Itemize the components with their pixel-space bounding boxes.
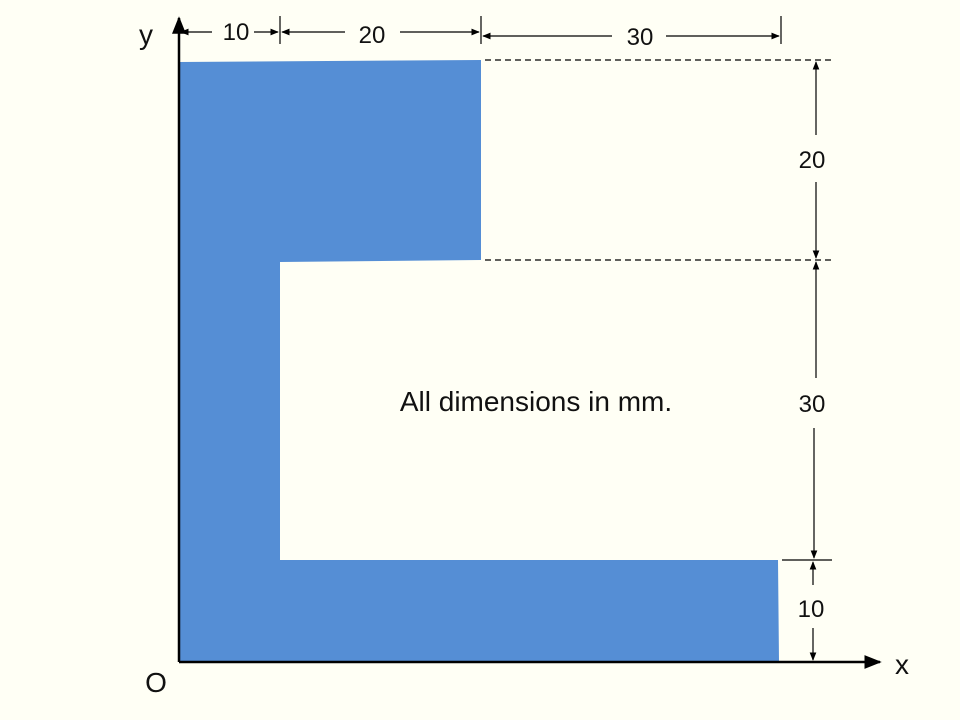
cross-section-shape: [179, 60, 779, 662]
dim-label-right-10: 10: [798, 596, 825, 623]
dim-label-top-10: 10: [223, 19, 250, 46]
dim-label-right-20: 20: [799, 147, 826, 174]
dim-label-right-30: 30: [799, 391, 826, 418]
units-note: All dimensions in mm.: [400, 386, 672, 417]
dim-label-top-20: 20: [359, 22, 386, 49]
y-axis-label: y: [139, 19, 153, 50]
x-axis-label: x: [895, 649, 909, 680]
origin-label: O: [145, 667, 167, 698]
dim-label-top-30: 30: [627, 24, 654, 51]
